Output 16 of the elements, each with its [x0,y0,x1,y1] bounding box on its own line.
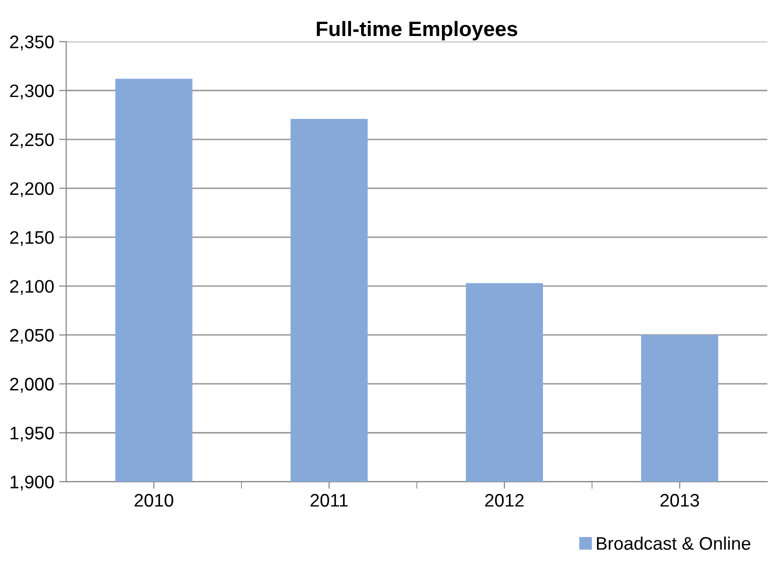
y-tick-label: 2,100 [10,280,54,295]
y-tick-label: 2,350 [10,36,54,50]
y-tick-label: 1,950 [10,426,54,442]
y-tick-label: 2,000 [10,378,54,393]
x-tick-label: 2010 [134,494,174,507]
x-tick-label: 2011 [310,494,348,507]
chart-title: Full-time Employees [316,20,518,40]
y-tick-label: 1,900 [10,476,54,491]
y-tick-label: 2,150 [10,231,54,246]
legend-label: Broadcast & Online [596,536,750,550]
x-tick-label: 2012 [485,494,524,507]
y-tick-label: 2,050 [10,328,54,344]
y-tick-label: 2,250 [10,133,54,148]
x-tick-label: 2013 [660,494,699,507]
y-tick-label: 2,200 [10,182,54,198]
y-tick-label: 2,300 [10,84,54,100]
